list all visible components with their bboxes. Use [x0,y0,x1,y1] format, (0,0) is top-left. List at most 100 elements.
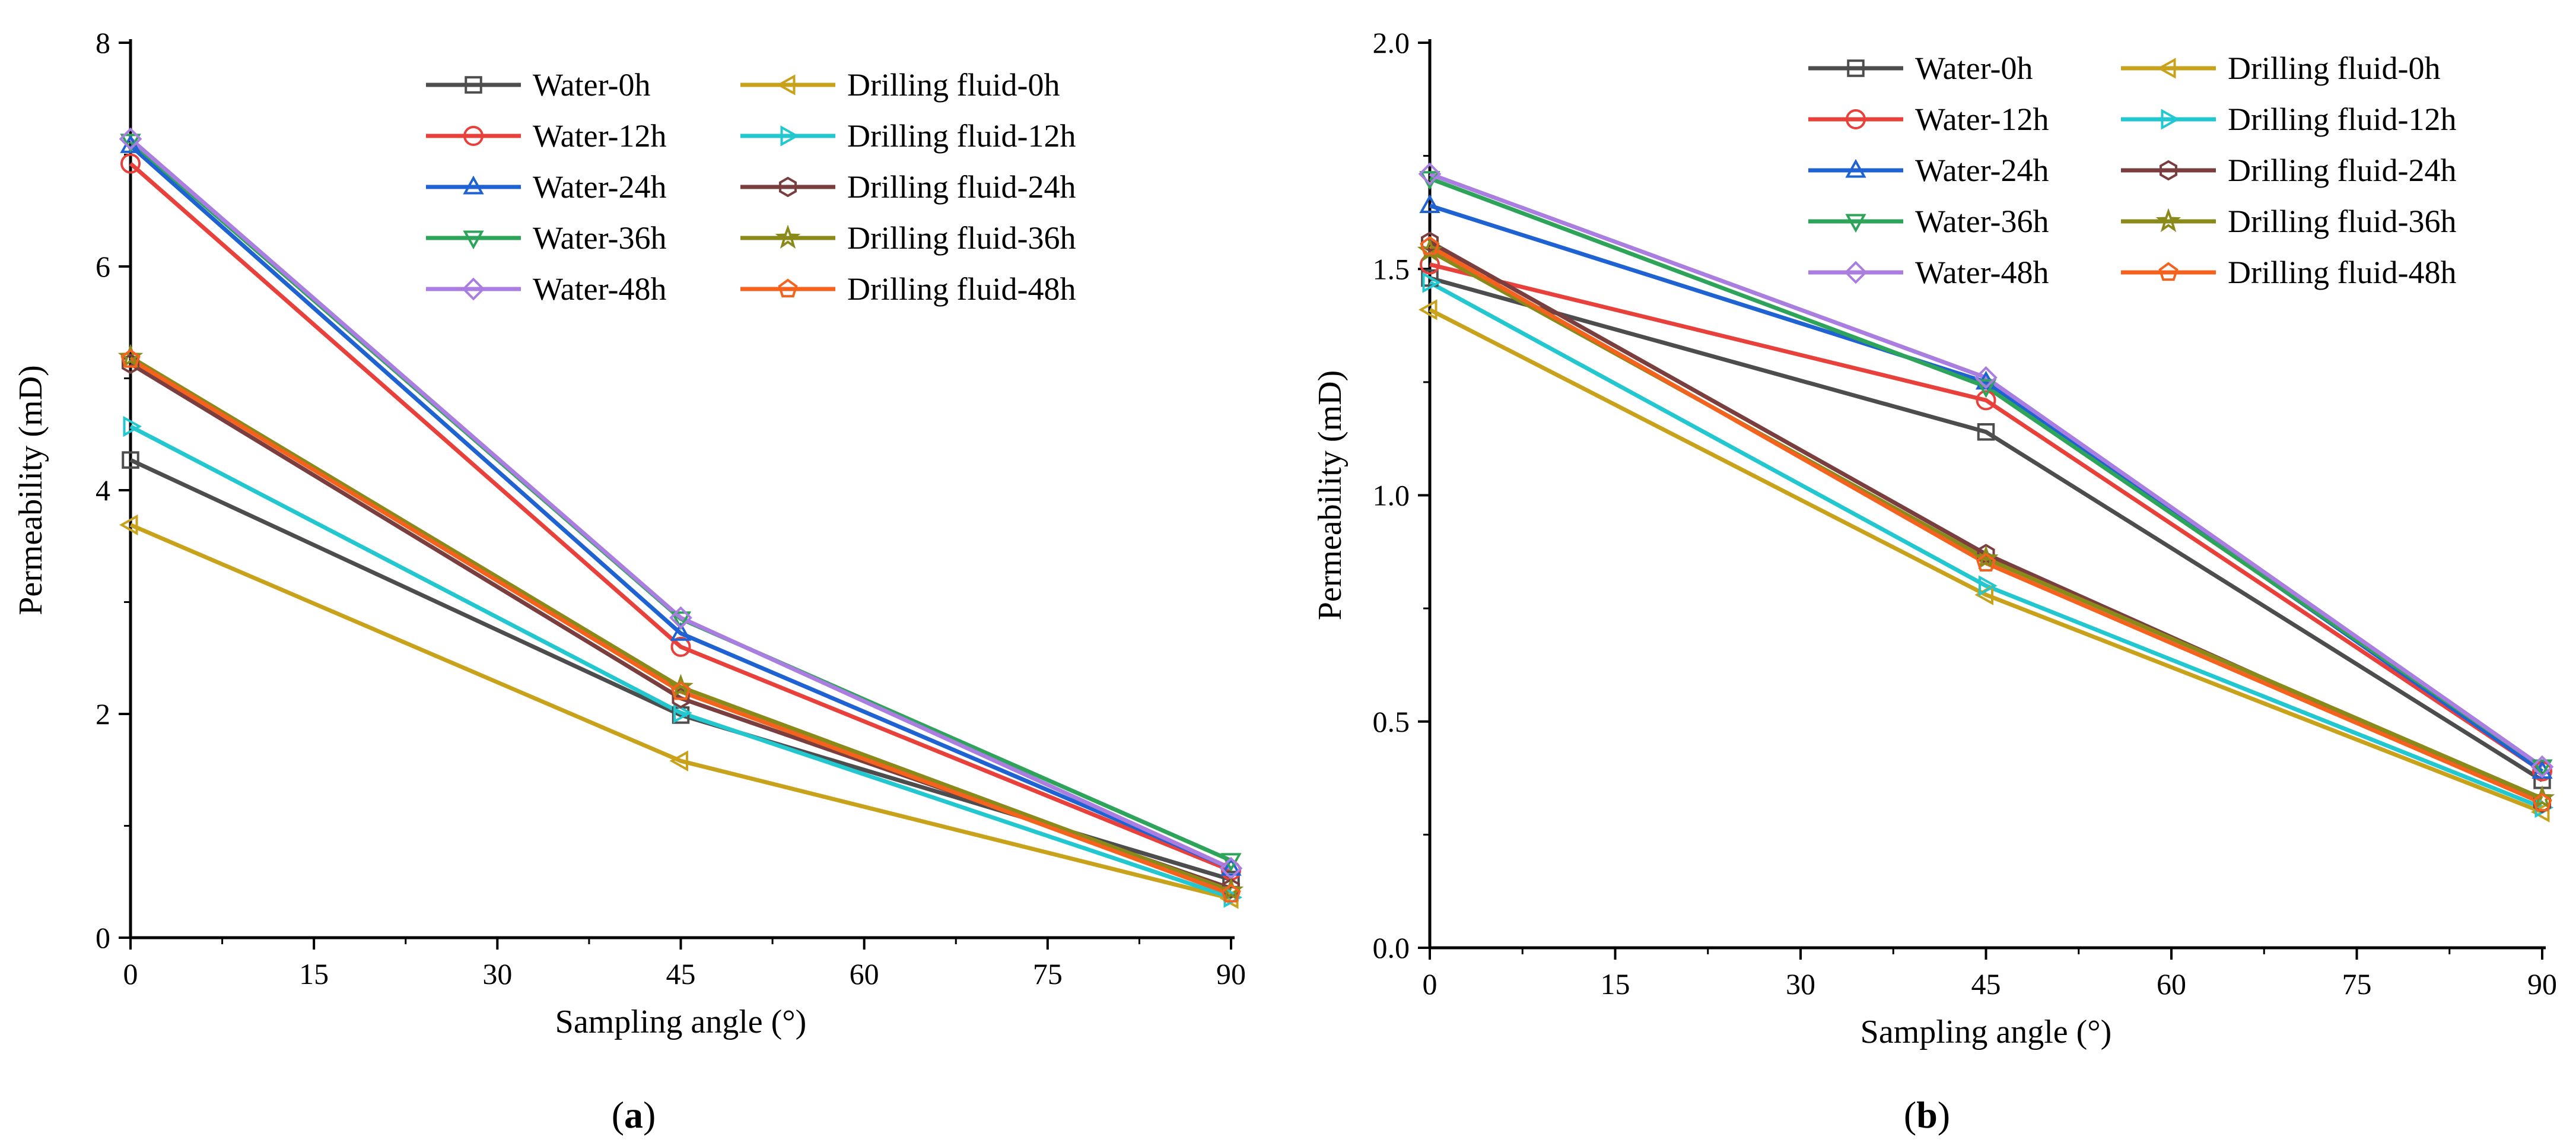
panel-a-x-tick-label: 0 [123,957,138,991]
panel-b-x-tick-label: 15 [1601,967,1630,1001]
panel-b-legend-marker-drilling-fluid-36h [2155,208,2181,233]
panel-a-point-water-24h [1220,857,1242,876]
panel-a-legend-label-water-12h: Water-12h [533,118,666,154]
panel-b-x-tick-label: 90 [2527,967,2557,1001]
panel-a-legend-label-drilling-fluid-48h: Drilling fluid-48h [847,271,1076,307]
panel-a-point-drilling-fluid-36h [668,674,694,698]
panel-a-point-drilling-fluid-36h [117,344,144,368]
panel-b-series-line-drilling-fluid-36h [1429,249,2543,801]
panel-b-y-tick-label: 2.0 [1373,26,1410,59]
panel-b-point-water-36h [1975,379,1997,398]
panel-b-legend-marker-water-12h [1846,109,1866,129]
panel-a-legend-label-drilling-fluid-36h: Drilling fluid-36h [847,220,1076,256]
panel-a-point-drilling-fluid-12h [673,702,692,723]
panel-a-y-tick-label: 6 [96,250,110,283]
panel-b-series-line-drilling-fluid-48h [1429,245,2543,805]
panel-a-legend-label-water-24h: Water-24h [533,169,666,205]
panel-a-legend-label-water-36h: Water-36h [533,220,666,256]
panel-a-x-tick-label: 60 [850,957,879,991]
panel-a-point-water-0h [1222,871,1240,888]
panel-b-legend-label-water-0h: Water-0h [1915,50,2033,86]
panel-a-legend-marker-drilling-fluid-48h [778,278,798,298]
panel-b-point-water-12h [1976,390,1996,411]
panel-b-series-line-water-48h [1429,172,2544,769]
panel-a-legend-label-drilling-fluid-24h: Drilling fluid-24h [847,169,1076,205]
panel-a-legend-label-water-0h: Water-0h [533,67,650,103]
panel-a-series-line-drilling-fluid-0h [129,523,1232,901]
panel-b-point-water-36h [2532,759,2553,779]
panel-b-series-line-drilling-fluid-12h [1429,281,2543,809]
panel-b-legend-label-water-24h: Water-24h [1915,153,2049,188]
panel-a-y-tick-label: 2 [96,697,110,731]
panel-b-legend-marker-water-36h [1845,214,1866,233]
panel-a-x-tick-label: 15 [299,957,329,991]
panel-a-legend-marker-drilling-fluid-36h [775,224,801,249]
panel-label-b: (b) [1904,1094,1950,1136]
panel-b-x-tick-label: 0 [1423,967,1438,1001]
panel-b-legend-marker-drilling-fluid-12h [2161,109,2180,130]
panel-b-point-water-48h [1974,366,1998,389]
panel-b-legend-label-drilling-fluid-24h: Drilling fluid-24h [2228,153,2456,188]
panel-b-point-water-48h [2530,755,2554,779]
panel-a-y-axis-title: Permeability (mD) [12,365,49,615]
panel-a-point-drilling-fluid-48h [1221,884,1241,903]
panel-b-point-water-48h [1418,162,1442,186]
panel-b-x-tick-label: 45 [1971,967,2001,1001]
panel-b-series-line-water-0h [1429,276,2543,782]
panel-a-legend-marker-water-0h [465,76,482,94]
panel-b-legend-label-water-12h: Water-12h [1915,101,2049,137]
panel-b-y-tick-label: 0.0 [1373,931,1410,964]
panel-b-y-tick-label: 0.5 [1373,705,1410,738]
panel-a-point-drilling-fluid-24h [1222,878,1240,899]
panel-b-legend-marker-water-0h [1847,59,1865,77]
panel-b-point-drilling-fluid-36h [2529,785,2555,809]
panel-b-point-drilling-fluid-48h [1976,553,1996,572]
panel-b-point-drilling-fluid-48h [1420,236,1440,255]
panel-b-y-tick-label: 1.0 [1373,479,1410,512]
panel-a-point-drilling-fluid-48h [670,681,691,700]
panel-label-a: (a) [612,1094,656,1136]
panel-a-point-drilling-fluid-0h [669,750,688,772]
panel-a-legend-marker-water-12h [463,126,484,146]
panel-a-x-tick-label: 75 [1033,957,1063,991]
panel-a-point-water-36h [120,134,141,153]
panel-a-series-line-drilling-fluid-12h [129,424,1232,900]
panel-a-series-line-water-48h [129,137,1232,871]
panel-b-series-line-water-24h [1429,204,2544,773]
panel-a-point-water-0h [122,451,139,469]
panel-a-series-line-drilling-fluid-36h [129,355,1232,893]
panel-b-x-tick-label: 75 [2342,967,2372,1001]
panel-a-y-tick-label: 0 [96,921,110,954]
panel-a-legend-marker-water-24h [463,175,484,195]
panel-a-x-tick-label: 30 [482,957,512,991]
panel-a-series-line-water-12h [129,161,1232,873]
panel-b-legend-label-drilling-fluid-48h: Drilling fluid-48h [2228,255,2456,290]
panel-a-legend-marker-water-48h [462,277,485,301]
panel-a-series-line-water-0h [129,458,1232,882]
panel-b-legend-marker-water-48h [1844,261,1868,284]
panel-b-point-water-0h [1421,269,1439,287]
panel-b-point-drilling-fluid-0h [2530,801,2550,823]
panel-a-point-water-24h [670,622,692,641]
panel-b-legend-label-water-36h: Water-36h [1915,204,2049,239]
panel-b-series-line-water-12h [1429,262,2543,773]
panel-a-point-drilling-fluid-36h [1218,877,1244,901]
panel-b-x-axis-title: Sampling angle (°) [1861,1014,2112,1050]
panel-a-x-tick-label: 45 [666,957,696,991]
panel-a-x-tick-label: 90 [1216,957,1246,991]
panel-b-x-tick-label: 60 [2157,967,2186,1001]
panel-b-point-water-0h [1977,423,1995,441]
panel-a-legend-marker-water-36h [463,230,484,250]
panel-b-point-drilling-fluid-0h [1418,299,1438,320]
panel-b-legend-marker-drilling-fluid-0h [2157,58,2176,79]
panel-b-legend-label-water-48h: Water-48h [1915,255,2049,290]
panel-a-y-tick-label: 4 [96,474,110,507]
panel-b-legend-marker-drilling-fluid-48h [2158,262,2179,281]
panel-a-legend-marker-drilling-fluid-12h [780,125,800,147]
panel-a: 0 15 30 45 60 75 90 0 2 4 6 8 Sampling angle (°) Perm… [12,26,1246,1040]
panel-a-legend-label-drilling-fluid-12h: Drilling fluid-12h [847,118,1076,154]
panel-a-point-water-12h [670,636,691,657]
panel-b-legend-marker-drilling-fluid-24h [2160,160,2177,181]
panel-a-legend-label-drilling-fluid-0h: Drilling fluid-0h [847,67,1060,103]
